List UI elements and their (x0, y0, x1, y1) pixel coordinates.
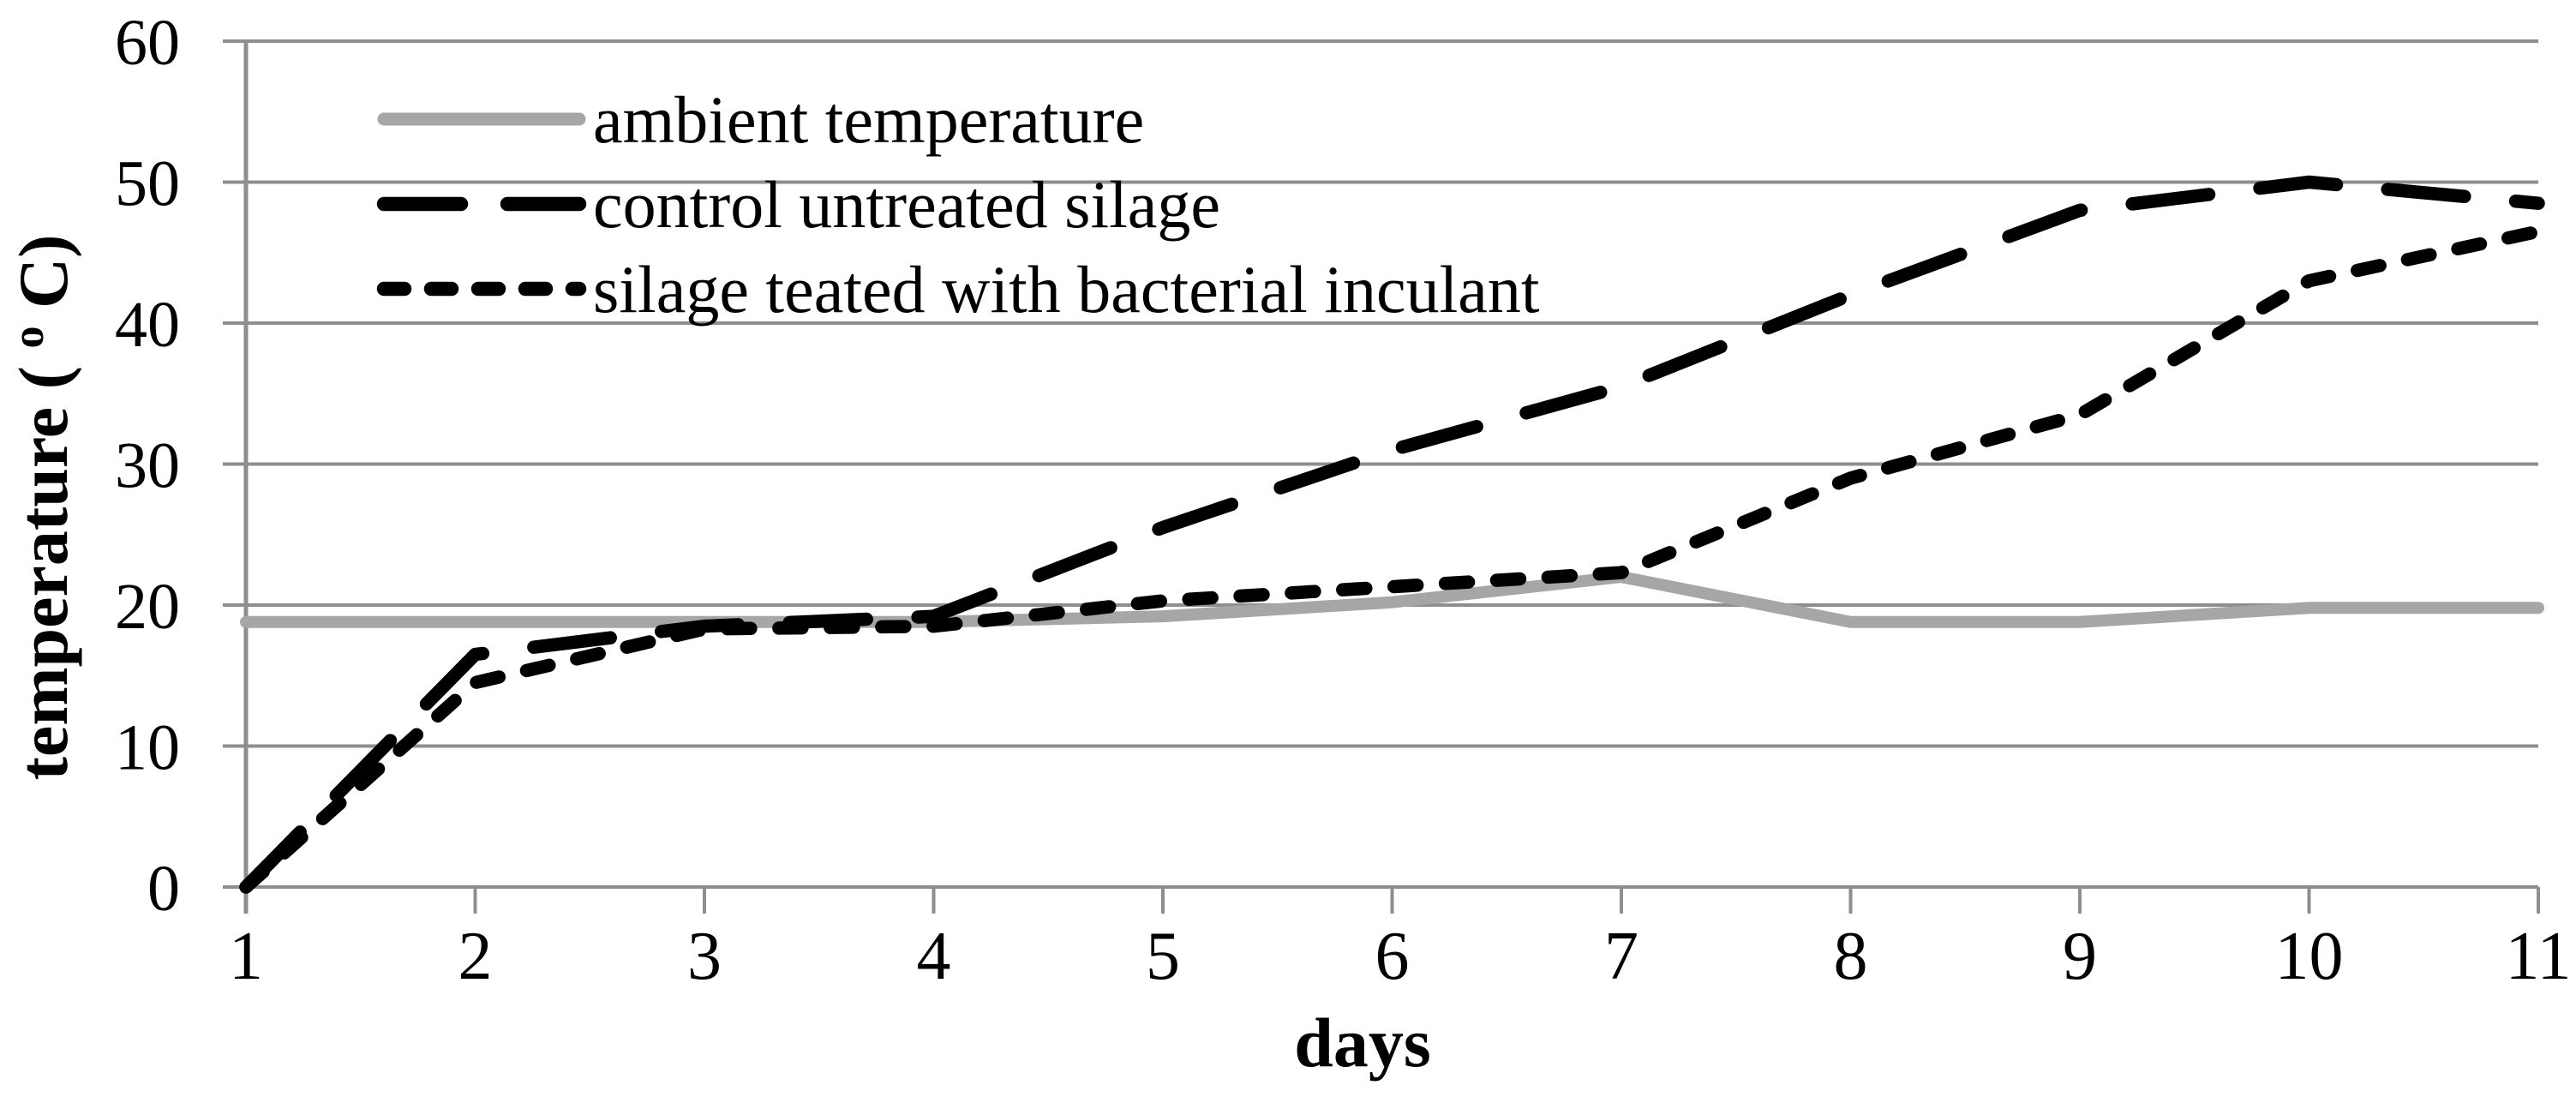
chart-legend: ambient temperature control untreated sil… (376, 82, 1540, 327)
x-tick-label-9: 9 (2063, 919, 2097, 994)
y-axis-title-superscript: o (4, 327, 53, 349)
x-axis-tick-marks (244, 887, 2540, 914)
x-tick-label-7: 7 (1604, 919, 1638, 994)
y-axis-title-pre: temperature ( (4, 366, 82, 780)
x-tick-label-11: 11 (2505, 919, 2571, 994)
series-line-0 (240, 571, 2544, 628)
y-axis-title-post: C) (4, 235, 82, 309)
y-axis-tick-labels: 0 10 20 30 40 50 60 (115, 7, 180, 925)
x-tick-label-2: 2 (458, 919, 493, 994)
y-tick-label-30: 30 (115, 430, 180, 502)
series-line-2 (239, 225, 2545, 894)
legend-label-2: silage teated with bacterial inculant (593, 252, 1540, 327)
y-tick-label-0: 0 (147, 853, 180, 925)
series-line-1 (239, 175, 2545, 894)
axes (223, 39, 2538, 914)
x-axis-tick-labels: 1 2 3 4 5 6 7 8 9 10 11 (229, 919, 2572, 994)
horizontal-gridlines (223, 39, 2538, 748)
y-tick-label-10: 10 (115, 712, 180, 784)
x-tick-label-6: 6 (1375, 919, 1410, 994)
x-axis-title: days (1294, 1004, 1431, 1082)
y-tick-label-40: 40 (115, 289, 180, 361)
x-tick-label-1: 1 (229, 919, 263, 994)
legend-label-1: control untreated silage (593, 167, 1220, 242)
legend-item-0: ambient temperature (377, 82, 1144, 157)
data-series-lines (239, 175, 2545, 894)
y-axis-title: temperature ( o C) (0, 235, 82, 781)
y-tick-label-50: 50 (115, 148, 180, 220)
x-tick-label-3: 3 (687, 919, 722, 994)
legend-item-2: silage teated with bacterial inculant (376, 252, 1540, 327)
x-tick-label-10: 10 (2275, 919, 2344, 994)
y-tick-label-20: 20 (115, 571, 180, 643)
legend-item-1: control untreated silage (376, 167, 1220, 242)
legend-label-0: ambient temperature (593, 82, 1144, 157)
x-tick-label-8: 8 (1834, 919, 1868, 994)
x-tick-label-5: 5 (1146, 919, 1180, 994)
y-tick-label-60: 60 (115, 7, 180, 79)
x-tick-label-4: 4 (917, 919, 951, 994)
